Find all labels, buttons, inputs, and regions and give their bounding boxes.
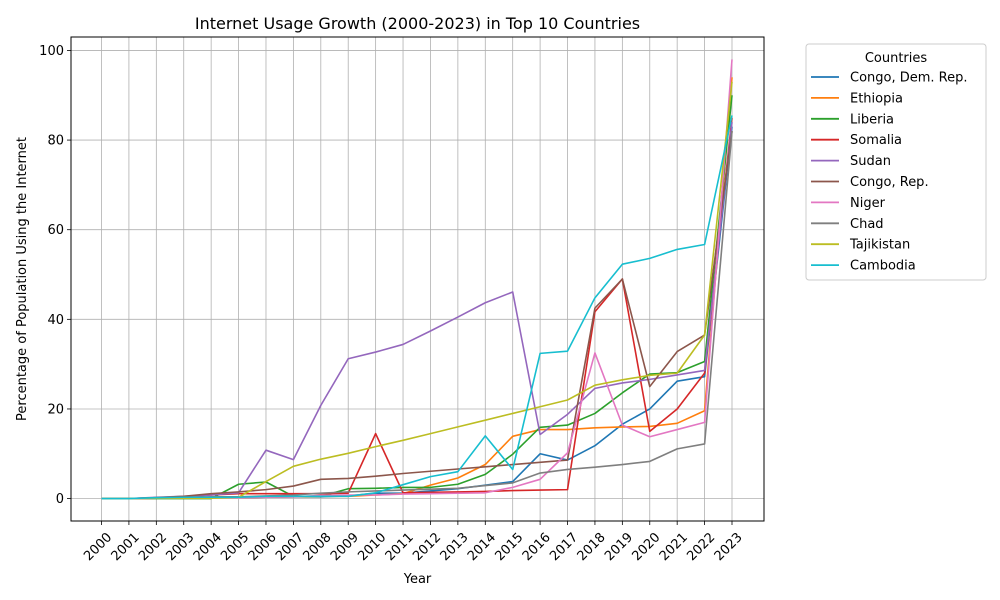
y-axis-label: Percentage of Population Using the Inter… bbox=[15, 137, 30, 421]
y-axis: 0 20 40 60 80 100 bbox=[39, 44, 71, 507]
series-layer bbox=[101, 59, 733, 500]
legend-items: Congo, Dem. Rep. Ethiopia Liberia Somalia Su… bbox=[811, 71, 968, 274]
legend-item: Chad bbox=[811, 217, 884, 232]
y-tick-label: 100 bbox=[39, 44, 64, 59]
y-tick-label: 80 bbox=[47, 134, 64, 149]
legend-item: Tajikistan bbox=[811, 238, 910, 253]
legend-label: Niger bbox=[850, 196, 886, 211]
series-line-cambodia bbox=[101, 115, 733, 500]
legend-title: Countries bbox=[865, 51, 928, 66]
legend-label: Cambodia bbox=[850, 259, 916, 274]
chart-title: Internet Usage Growth (2000-2023) in Top… bbox=[195, 14, 640, 33]
legend-label: Ethiopia bbox=[850, 91, 903, 106]
series-line-sudan bbox=[101, 122, 733, 500]
legend-item: Congo, Dem. Rep. bbox=[811, 71, 968, 86]
legend-item: Liberia bbox=[811, 112, 894, 127]
x-axis-label: Year bbox=[403, 572, 432, 587]
legend-item: Ethiopia bbox=[811, 91, 903, 106]
legend-label: Liberia bbox=[850, 112, 894, 127]
legend-item: Niger bbox=[811, 196, 886, 211]
y-tick-label: 60 bbox=[47, 223, 64, 238]
legend: Countries Congo, Dem. Rep. Ethiopia Liberi… bbox=[805, 43, 987, 281]
plot-frame bbox=[70, 36, 765, 522]
legend-item: Congo, Rep. bbox=[811, 175, 929, 190]
legend-box bbox=[805, 43, 987, 281]
legend-item: Somalia bbox=[811, 133, 902, 148]
legend-label: Sudan bbox=[850, 154, 891, 169]
legend-label: Congo, Rep. bbox=[850, 175, 929, 190]
legend-label: Chad bbox=[850, 217, 884, 232]
y-tick-label: 0 bbox=[56, 492, 64, 507]
legend-label: Tajikistan bbox=[849, 238, 910, 253]
legend-item: Cambodia bbox=[811, 259, 916, 274]
y-tick-label: 40 bbox=[47, 313, 64, 328]
y-tick-label: 20 bbox=[47, 402, 64, 417]
series-line-tajikistan bbox=[101, 81, 733, 500]
legend-item: Sudan bbox=[811, 154, 891, 169]
legend-label: Somalia bbox=[850, 133, 902, 148]
legend-label: Congo, Dem. Rep. bbox=[850, 71, 968, 86]
series-line-congo-rep bbox=[101, 131, 733, 500]
